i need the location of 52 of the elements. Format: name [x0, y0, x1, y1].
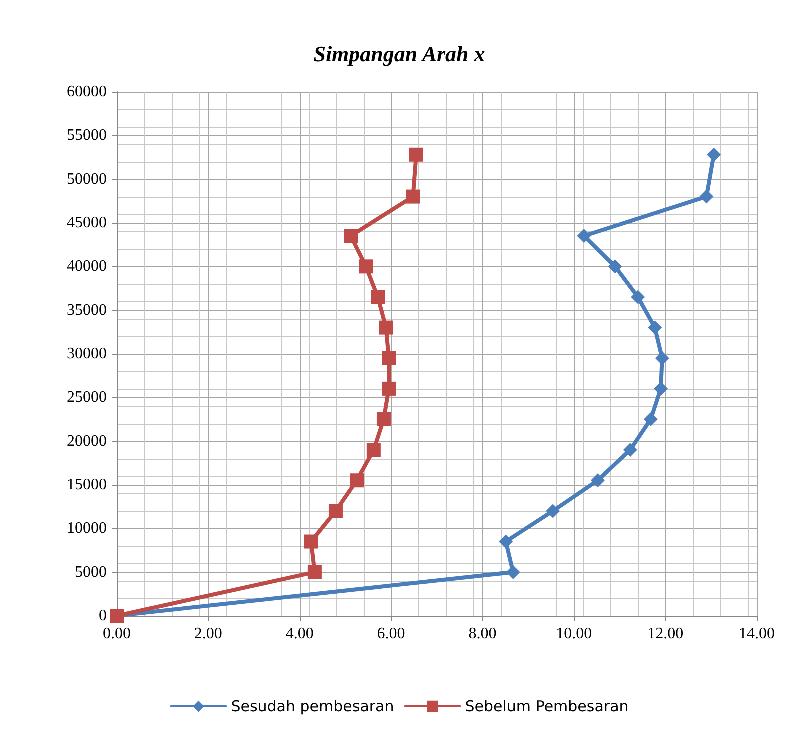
- x-tick-label: 8.00: [468, 626, 497, 642]
- x-tick-label: 10.00: [556, 626, 592, 642]
- legend-label: Sebelum Pembesaran: [465, 698, 629, 716]
- y-tick-label: 25000: [67, 389, 107, 406]
- point: [328, 504, 343, 518]
- x-tick-label: 14.00: [739, 626, 775, 642]
- point: [654, 382, 668, 396]
- y-tick-label: 20000: [67, 432, 107, 450]
- point: [655, 351, 670, 366]
- y-tick-label: 30000: [67, 346, 107, 362]
- point: [631, 290, 646, 304]
- y-tick-label: 60000: [67, 84, 107, 100]
- x-tick-label: 6.00: [377, 626, 406, 642]
- point: [382, 351, 396, 366]
- y-tick-label: 45000: [67, 214, 107, 232]
- point: [707, 148, 722, 162]
- y-tick-label: 5000: [75, 564, 107, 581]
- point: [371, 290, 386, 304]
- y-tick-label: 35000: [67, 302, 107, 319]
- point: [499, 534, 514, 549]
- x-tick-label: 12.00: [648, 626, 684, 642]
- point: [308, 565, 322, 580]
- point: [350, 474, 364, 488]
- y-tick-label: 50000: [67, 170, 107, 188]
- x-tick-label: 0.00: [103, 626, 131, 642]
- point: [648, 320, 662, 335]
- point: [409, 148, 424, 162]
- point: [577, 229, 592, 244]
- point: [506, 565, 520, 580]
- y-tick-label: 10000: [67, 520, 107, 538]
- point: [590, 474, 605, 488]
- point: [359, 260, 374, 274]
- point: [623, 443, 638, 458]
- y-tick-label: 0: [99, 608, 107, 624]
- point: [644, 412, 658, 426]
- point: [406, 190, 420, 204]
- point: [382, 382, 396, 396]
- point: [304, 534, 318, 549]
- point: [608, 260, 622, 274]
- y-tick-label: 15000: [67, 476, 107, 494]
- chart-title: Simpangan Arah x: [314, 42, 486, 66]
- y-tick-label: 55000: [67, 127, 107, 144]
- y-tick-label: 40000: [67, 258, 107, 276]
- legend-label: Sesudah pembesaran: [231, 698, 394, 716]
- point: [366, 443, 381, 458]
- point: [376, 412, 391, 426]
- x-tick-label: 4.00: [286, 626, 314, 642]
- point: [546, 504, 560, 518]
- x-tick-label: 2.00: [194, 626, 222, 642]
- point: [379, 320, 394, 335]
- point: [700, 190, 714, 204]
- point: [344, 229, 358, 244]
